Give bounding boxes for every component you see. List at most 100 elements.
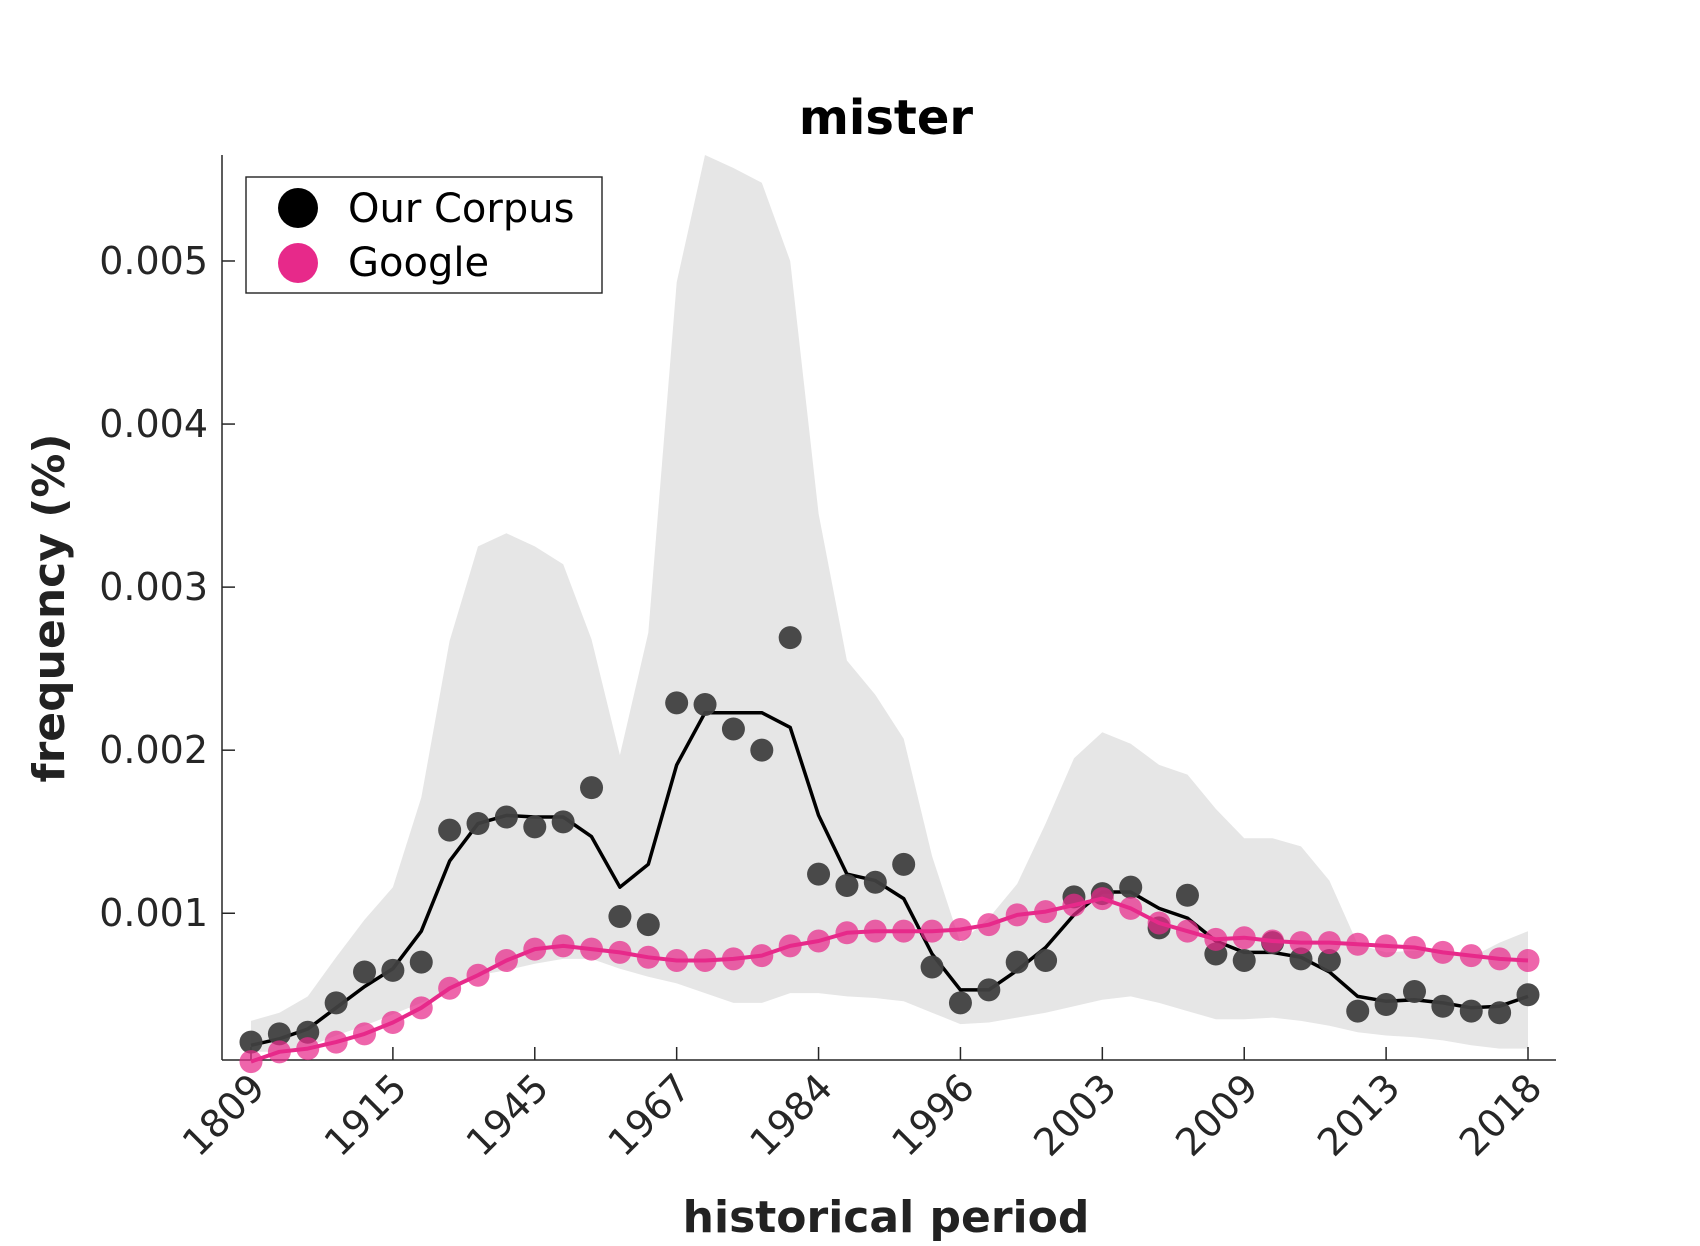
our-corpus-point xyxy=(665,691,689,715)
google-point xyxy=(466,963,490,987)
y-axis-label: frequency (%) xyxy=(24,433,75,782)
our-corpus-point xyxy=(721,717,745,741)
google-point xyxy=(551,934,575,958)
x-axis-label: historical period xyxy=(683,1192,1090,1243)
google-point xyxy=(835,921,859,945)
our-corpus-point xyxy=(750,738,774,762)
our-corpus-point xyxy=(1431,994,1455,1018)
our-corpus-point xyxy=(1459,999,1483,1023)
google-point xyxy=(778,934,802,958)
our-corpus-point xyxy=(1346,999,1370,1023)
google-point xyxy=(296,1037,320,1061)
google-point xyxy=(807,929,831,953)
our-corpus-point xyxy=(580,776,604,800)
google-point xyxy=(324,1030,348,1054)
our-corpus-point xyxy=(324,991,348,1015)
our-corpus-point xyxy=(693,693,717,717)
legend-label-google: Google xyxy=(348,240,489,286)
google-point xyxy=(1204,927,1228,951)
our-corpus-point xyxy=(1175,883,1199,907)
our-corpus-point xyxy=(438,818,462,842)
y-tick-label: 0.003 xyxy=(99,565,208,609)
legend-label-our-corpus: Our Corpus xyxy=(348,186,574,232)
y-tick-label: 0.004 xyxy=(99,402,208,446)
google-line xyxy=(250,896,1529,1064)
chart-title: mister xyxy=(799,90,974,146)
our-corpus-point xyxy=(267,1022,291,1046)
our-corpus-point xyxy=(1005,950,1029,974)
our-corpus-point xyxy=(1289,947,1313,971)
our-corpus-point xyxy=(920,955,944,979)
our-corpus-point xyxy=(296,1020,320,1044)
google-point xyxy=(580,937,604,961)
legend: Our Corpus Google xyxy=(245,176,603,294)
y-tick-label: 0.005 xyxy=(99,239,208,283)
google-point xyxy=(1175,919,1199,943)
google-point xyxy=(239,1050,263,1074)
google-point xyxy=(494,949,518,973)
google-point xyxy=(1232,926,1256,950)
our-corpus-point xyxy=(1317,949,1341,973)
our-corpus-point xyxy=(1119,875,1143,899)
our-corpus-point xyxy=(807,862,831,886)
google-point xyxy=(1459,944,1483,968)
our-corpus-point xyxy=(892,852,916,876)
our-corpus-point xyxy=(239,1030,263,1054)
our-corpus-point xyxy=(1374,993,1398,1017)
our-corpus-point xyxy=(1488,1001,1512,1025)
our-corpus-point xyxy=(494,805,518,829)
series xyxy=(239,626,1540,1074)
our-corpus-smooth-line xyxy=(250,710,1529,1048)
google-point xyxy=(948,918,972,942)
google-point xyxy=(523,937,547,961)
our-corpus-point xyxy=(608,905,632,929)
our-corpus-point xyxy=(409,950,433,974)
google-point xyxy=(1516,949,1540,973)
google-point xyxy=(721,947,745,971)
our-corpus-point xyxy=(636,913,660,937)
google-point xyxy=(977,913,1001,937)
google-point xyxy=(1346,932,1370,956)
google-point xyxy=(1090,887,1114,911)
our-corpus-point xyxy=(353,960,377,984)
our-corpus-point xyxy=(381,958,405,982)
our-corpus-point xyxy=(1402,980,1426,1004)
google-point xyxy=(267,1040,291,1064)
y-tick-label: 0.002 xyxy=(99,728,208,772)
y-tick-label: 0.001 xyxy=(99,891,208,935)
google-point xyxy=(750,944,774,968)
legend-marker-google xyxy=(278,243,318,283)
google-point xyxy=(1147,911,1171,935)
our-corpus-point xyxy=(863,870,887,894)
google-point xyxy=(1317,931,1341,955)
google-point xyxy=(1431,940,1455,964)
google-point xyxy=(892,919,916,943)
google-point xyxy=(438,976,462,1000)
google-point xyxy=(920,919,944,943)
google-point xyxy=(1119,896,1143,920)
google-point xyxy=(608,940,632,964)
google-point xyxy=(665,949,689,973)
google-point xyxy=(1261,929,1285,953)
our-corpus-point xyxy=(466,812,490,836)
google-point xyxy=(1289,931,1313,955)
our-corpus-point xyxy=(835,874,859,898)
our-corpus-point xyxy=(1232,949,1256,973)
google-point xyxy=(863,919,887,943)
google-point xyxy=(1062,893,1086,917)
our-corpus-point xyxy=(977,978,1001,1002)
our-corpus-point xyxy=(1034,949,1058,973)
google-point xyxy=(381,1010,405,1034)
our-corpus-point xyxy=(523,815,547,839)
google-point xyxy=(1034,900,1058,924)
our-corpus-point xyxy=(551,810,575,834)
google-point xyxy=(1402,935,1426,959)
our-corpus-point xyxy=(948,991,972,1015)
our-corpus-point xyxy=(778,626,802,650)
google-point xyxy=(636,945,660,969)
google-point xyxy=(693,949,717,973)
legend-marker-our-corpus xyxy=(278,188,318,228)
our-corpus-point xyxy=(1516,983,1540,1007)
google-point xyxy=(353,1022,377,1046)
